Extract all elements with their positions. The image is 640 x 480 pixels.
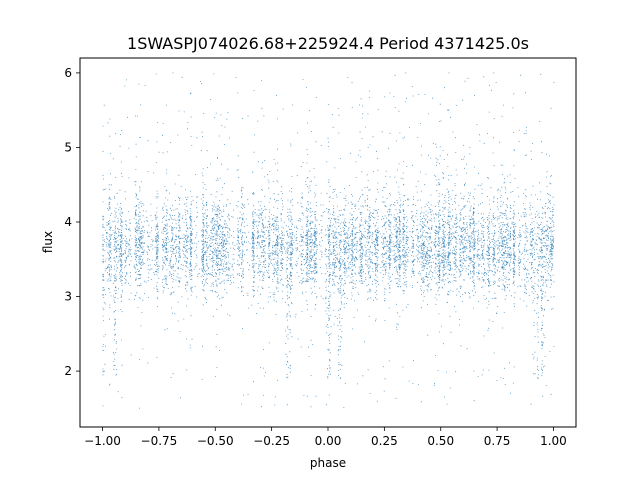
y-tick-label: 5 [64,140,72,154]
x-tick-label: 0.25 [371,434,398,448]
x-axis-ticks: −1.00 −0.75 −0.50 −0.25 0.00 0.25 0.50 0.75 1.00 [84,427,567,448]
data-point-group [329,72,541,408]
data-point-group [536,73,555,397]
y-axis-label: flux [41,231,55,253]
y-tick-label: 2 [64,364,72,378]
x-tick-label: 0.75 [484,434,511,448]
data-point-group [102,72,339,409]
x-tick-label: −0.25 [253,434,290,448]
x-tick-label: −1.00 [84,434,121,448]
x-tick-label: 0.50 [427,434,454,448]
chart-title: 1SWASPJ074026.68+225924.4 Period 4371425… [127,34,529,53]
x-axis-label: phase [310,456,346,470]
y-tick-label: 4 [64,215,72,229]
scatter-points [102,72,555,409]
x-tick-label: −0.75 [141,434,178,448]
x-tick-label: 0.00 [315,434,342,448]
y-tick-label: 6 [64,66,72,80]
x-tick-label: −0.50 [197,434,234,448]
y-axis-ticks: 2 3 4 5 6 [64,66,80,378]
x-tick-label: 1.00 [540,434,567,448]
y-tick-label: 3 [64,290,72,304]
